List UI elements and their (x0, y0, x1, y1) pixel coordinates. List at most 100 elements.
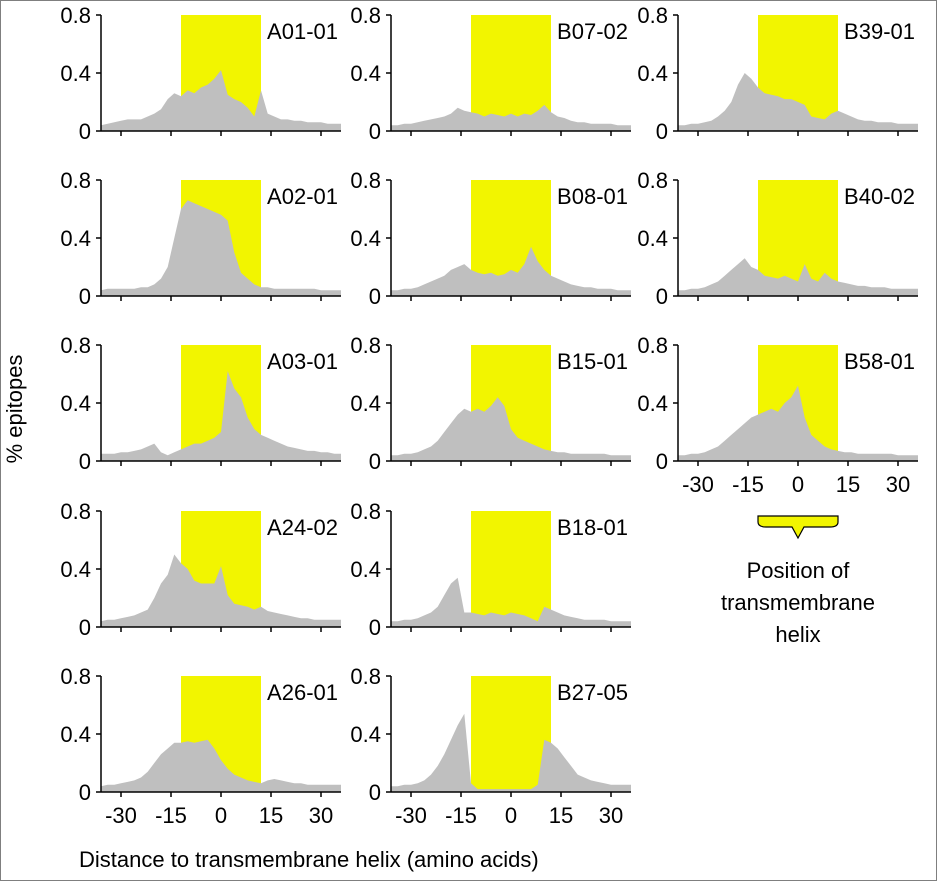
y-tick-label: 0.4 (637, 226, 668, 251)
y-tick-label: 0.8 (350, 333, 381, 358)
panel-b15-01: 0 0.4 0.8 B15-01 (350, 333, 631, 474)
x-tick-label: -30 (395, 803, 427, 828)
y-tick-label: 0.4 (60, 61, 91, 86)
epitope-area (391, 104, 631, 131)
panel-label: B15-01 (557, 349, 628, 374)
y-tick-label: 0.8 (60, 333, 91, 358)
panel-label: B08-01 (557, 184, 628, 209)
helix-highlight (471, 511, 551, 627)
epitope-area (101, 739, 341, 792)
panel-b39-01: 0 0.4 0.8 B39-01 (637, 3, 918, 144)
y-tick-label: 0.4 (60, 391, 91, 416)
x-tick-label: 15 (836, 472, 860, 497)
epitope-area (678, 258, 918, 296)
panel-label: B18-01 (557, 515, 628, 540)
helix-legend-label: transmembrane (721, 590, 875, 615)
x-tick-label: 30 (886, 472, 910, 497)
y-tick-label: 0.4 (637, 61, 668, 86)
x-tick-label: 30 (599, 803, 623, 828)
epitope-area (101, 554, 341, 627)
epitope-area (678, 385, 918, 461)
panel-b08-01: 0 0.4 0.8 B08-01 (350, 168, 631, 309)
epitope-area (391, 713, 631, 792)
y-tick-label: 0 (79, 780, 91, 805)
x-tick-label: -15 (445, 803, 477, 828)
y-tick-label: 0 (79, 284, 91, 309)
panel-b58-01: 0 0.4 0.8 -30 -15 0 15 30 B58-01 (637, 333, 918, 497)
y-tick-label: 0 (369, 780, 381, 805)
y-tick-label: 0 (656, 449, 668, 474)
panel-label: B27-05 (557, 680, 628, 705)
y-tick-label: 0.8 (350, 3, 381, 28)
panel-b40-02: 0 0.4 0.8 B40-02 (637, 168, 918, 309)
y-tick-label: 0 (79, 119, 91, 144)
epitope-area (391, 246, 631, 296)
x-tick-label: -30 (682, 472, 714, 497)
helix-legend-label: Position of (747, 558, 851, 583)
y-axis-title: % epitopes (2, 355, 27, 464)
panel-a01-01: 0 0.4 0.8 A01-01 (60, 3, 341, 144)
panel-label: B07-02 (557, 19, 628, 44)
epitope-area (391, 397, 631, 461)
y-tick-label: 0 (656, 119, 668, 144)
panel-b27-05: 0 0.4 0.8 -30 -15 0 15 30 B27-05 (350, 664, 631, 828)
y-tick-label: 0.4 (637, 391, 668, 416)
x-tick-label: 0 (792, 472, 804, 497)
y-tick-label: 0.4 (350, 722, 381, 747)
panel-label: A24-02 (267, 515, 338, 540)
helix-highlight (471, 676, 551, 792)
y-tick-label: 0.8 (637, 168, 668, 193)
y-tick-label: 0 (369, 284, 381, 309)
panel-label: A03-01 (267, 349, 338, 374)
x-tick-label: -30 (105, 803, 137, 828)
epitope-area (101, 70, 341, 131)
y-tick-label: 0.4 (60, 557, 91, 582)
panel-a26-01: 0 0.4 0.8 -30 -15 0 15 30 A26-01 (60, 664, 341, 828)
x-axis-title: Distance to transmembrane helix (amino a… (79, 847, 539, 872)
y-tick-label: 0 (79, 449, 91, 474)
panel-a02-01: 0 0.4 0.8 A02-01 (60, 168, 341, 309)
x-tick-label: 0 (505, 803, 517, 828)
y-tick-label: 0.8 (60, 664, 91, 689)
y-tick-label: 0.8 (350, 499, 381, 524)
epitope-area (391, 577, 631, 627)
helix-legend: Position of transmembrane helix (721, 515, 875, 647)
x-tick-label: 15 (259, 803, 283, 828)
panel-b18-01: 0 0.4 0.8 B18-01 (350, 499, 631, 640)
helix-bracket-icon (757, 515, 839, 540)
panel-label: A26-01 (267, 680, 338, 705)
y-tick-label: 0.4 (350, 61, 381, 86)
panel-label: B58-01 (844, 349, 915, 374)
panel-label: A02-01 (267, 184, 338, 209)
panel-label: B40-02 (844, 184, 915, 209)
epitope-area (678, 73, 918, 131)
y-tick-label: 0 (369, 449, 381, 474)
x-tick-label: -15 (155, 803, 187, 828)
y-tick-label: 0.4 (350, 557, 381, 582)
y-tick-label: 0.8 (637, 333, 668, 358)
y-tick-label: 0.4 (350, 226, 381, 251)
x-tick-label: 0 (215, 803, 227, 828)
x-tick-label: 15 (549, 803, 573, 828)
panel-label: A01-01 (267, 19, 338, 44)
y-tick-label: 0.8 (60, 168, 91, 193)
x-tick-label: 30 (309, 803, 333, 828)
panel-a24-02: 0 0.4 0.8 A24-02 (60, 499, 341, 640)
y-tick-label: 0.8 (350, 664, 381, 689)
y-tick-label: 0.8 (60, 3, 91, 28)
y-tick-label: 0 (369, 615, 381, 640)
panel-a03-01: 0 0.4 0.8 A03-01 (60, 333, 341, 474)
y-tick-label: 0.8 (637, 3, 668, 28)
y-tick-label: 0 (369, 119, 381, 144)
y-tick-label: 0 (79, 615, 91, 640)
y-tick-label: 0.4 (60, 722, 91, 747)
y-tick-label: 0.8 (60, 499, 91, 524)
panel-b07-02: 0 0.4 0.8 B07-02 (350, 3, 631, 144)
panel-label: B39-01 (844, 19, 915, 44)
epitope-area (101, 200, 341, 296)
helix-legend-label: helix (775, 622, 820, 647)
y-tick-label: 0.4 (350, 391, 381, 416)
y-tick-label: 0.4 (60, 226, 91, 251)
